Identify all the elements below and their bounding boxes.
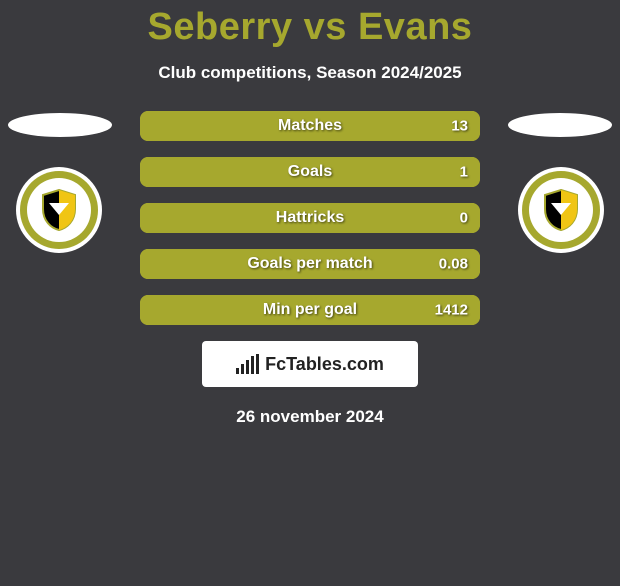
shield-icon: [41, 189, 77, 231]
bars-icon: [236, 354, 259, 374]
stat-value: 1: [460, 164, 468, 181]
stat-label: Min per goal: [263, 301, 357, 319]
stat-row: Goals per match 0.08: [140, 249, 480, 279]
oval-right: [508, 113, 612, 137]
logo-text: FcTables.com: [265, 354, 384, 375]
stat-label: Matches: [278, 117, 342, 135]
stat-row: Min per goal 1412: [140, 295, 480, 325]
team-badge-right: [518, 167, 604, 253]
stat-value: 1412: [435, 302, 468, 319]
stat-row: Matches 13: [140, 111, 480, 141]
shield-icon: [543, 189, 579, 231]
badge-ring-right: [522, 171, 600, 249]
date-label: 26 november 2024: [0, 407, 620, 427]
comparison-panel: Matches 13 Goals 1 Hattricks 0 Goals per…: [0, 111, 620, 427]
stat-rows: Matches 13 Goals 1 Hattricks 0 Goals per…: [140, 111, 480, 325]
stat-row: Goals 1: [140, 157, 480, 187]
stat-value: 0: [460, 210, 468, 227]
stat-label: Goals: [288, 163, 332, 181]
stat-label: Hattricks: [276, 209, 344, 227]
fctables-logo: FcTables.com: [202, 341, 418, 387]
badge-ring-left: [20, 171, 98, 249]
stat-label: Goals per match: [247, 255, 372, 273]
stat-row: Hattricks 0: [140, 203, 480, 233]
page-title: Seberry vs Evans: [0, 6, 620, 49]
stat-value: 0.08: [439, 256, 468, 273]
subtitle: Club competitions, Season 2024/2025: [0, 63, 620, 83]
stat-value: 13: [451, 118, 468, 135]
oval-left: [8, 113, 112, 137]
team-badge-left: [16, 167, 102, 253]
